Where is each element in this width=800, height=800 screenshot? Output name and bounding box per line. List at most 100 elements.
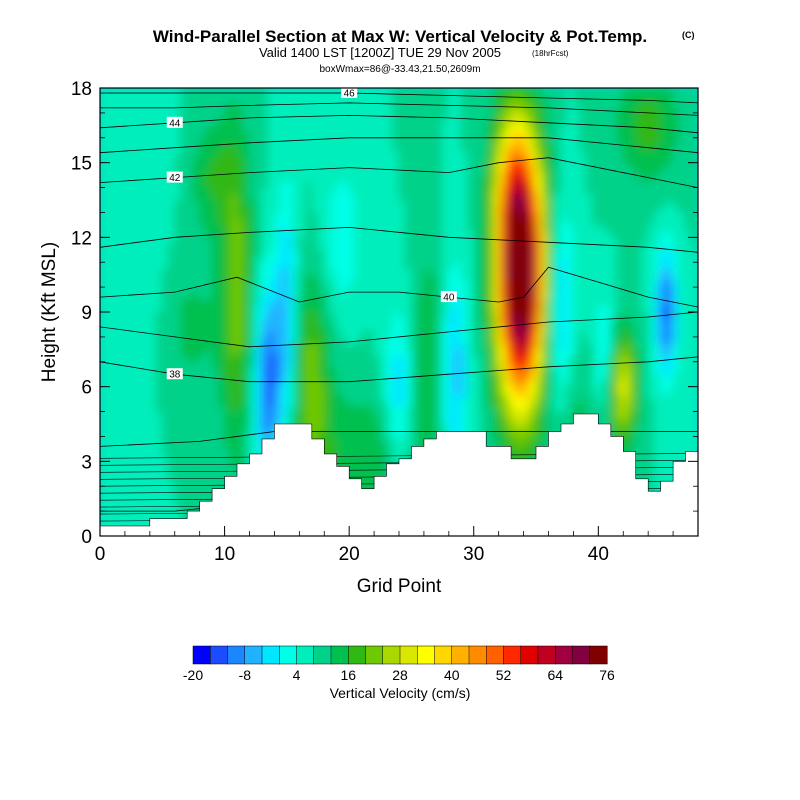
field-cell xyxy=(161,267,170,276)
field-cell xyxy=(124,479,132,487)
field-cell xyxy=(523,435,531,444)
field-cell xyxy=(149,274,157,282)
field-cell xyxy=(298,292,307,301)
field-cell xyxy=(367,131,375,139)
field-cell xyxy=(286,174,294,182)
field-cell xyxy=(311,342,319,350)
field-cell xyxy=(143,149,151,157)
field-cell xyxy=(516,342,525,350)
field-cell xyxy=(423,280,431,288)
field-cell xyxy=(460,149,469,157)
field-cell xyxy=(118,311,126,319)
field-cell xyxy=(305,280,313,288)
field-cell xyxy=(217,124,226,133)
field-cell xyxy=(174,255,182,263)
field-cell xyxy=(286,255,294,263)
field-cell xyxy=(485,143,493,151)
field-cell xyxy=(255,137,263,145)
field-cell xyxy=(305,88,313,95)
field-cell xyxy=(111,155,120,164)
field-cell xyxy=(342,429,350,437)
field-cell xyxy=(249,193,257,201)
field-cell xyxy=(249,404,257,413)
field-cell xyxy=(124,379,132,388)
field-cell xyxy=(504,280,512,288)
field-cell xyxy=(236,267,244,276)
field-cell xyxy=(398,274,406,282)
field-cell xyxy=(317,286,325,294)
field-cell xyxy=(224,218,232,226)
field-cell xyxy=(467,137,475,145)
field-cell xyxy=(136,168,145,176)
field-cell xyxy=(491,411,500,419)
field-cell xyxy=(404,336,412,344)
field-cell xyxy=(392,131,400,139)
field-cell xyxy=(124,361,132,369)
field-cell xyxy=(261,286,269,294)
field-cell xyxy=(111,137,120,145)
field-cell xyxy=(467,162,475,170)
field-cell xyxy=(454,330,462,338)
field-cell xyxy=(523,99,531,108)
field-cell xyxy=(136,429,145,437)
field-cell xyxy=(205,267,213,276)
field-cell xyxy=(467,348,475,357)
field-cell xyxy=(516,224,525,232)
field-cell xyxy=(236,230,244,238)
field-cell xyxy=(442,187,450,195)
field-cell xyxy=(367,379,375,388)
field-cell xyxy=(105,168,113,176)
field-cell xyxy=(249,373,257,381)
field-cell xyxy=(149,348,157,357)
field-cell xyxy=(410,236,419,245)
field-cell xyxy=(354,149,363,157)
field-cell xyxy=(186,485,194,493)
field-cell xyxy=(467,118,475,126)
field-cell xyxy=(473,249,481,257)
field-cell xyxy=(267,423,275,431)
field-cell xyxy=(105,286,113,294)
field-cell xyxy=(118,261,126,269)
field-cell xyxy=(180,386,188,394)
field-cell xyxy=(361,211,369,220)
field-cell xyxy=(373,330,381,338)
field-cell xyxy=(224,311,232,319)
field-cell xyxy=(342,305,350,313)
field-cell xyxy=(124,435,132,444)
field-cell xyxy=(323,361,331,369)
field-cell xyxy=(398,193,406,201)
field-cell xyxy=(404,187,412,195)
field-cell xyxy=(442,99,450,108)
field-cell xyxy=(143,187,151,195)
field-cell xyxy=(199,417,207,425)
field-cell xyxy=(485,193,493,201)
field-cell xyxy=(336,442,344,450)
field-cell xyxy=(292,218,300,226)
field-cell xyxy=(479,199,487,207)
field-cell xyxy=(392,143,400,151)
field-cell xyxy=(361,348,369,357)
field-cell xyxy=(311,411,319,419)
field-cell xyxy=(136,149,145,157)
field-cell xyxy=(161,180,170,189)
field-cell xyxy=(329,174,338,182)
field-cell xyxy=(236,317,244,325)
field-cell xyxy=(485,305,493,313)
field-cell xyxy=(361,417,369,425)
field-cell xyxy=(124,317,132,325)
field-cell xyxy=(473,336,481,344)
field-cell xyxy=(379,348,388,357)
field-cell xyxy=(423,267,431,276)
field-cell xyxy=(292,323,300,332)
field-cell xyxy=(336,168,344,176)
field-cell xyxy=(111,99,120,108)
field-cell xyxy=(168,255,176,263)
field-cell xyxy=(498,205,506,213)
field-cell xyxy=(242,379,250,388)
field-cell xyxy=(417,411,425,419)
field-cell xyxy=(286,348,294,357)
field-cell xyxy=(386,243,394,251)
field-cell xyxy=(267,367,275,375)
field-cell xyxy=(398,429,406,437)
field-cell xyxy=(273,249,282,257)
